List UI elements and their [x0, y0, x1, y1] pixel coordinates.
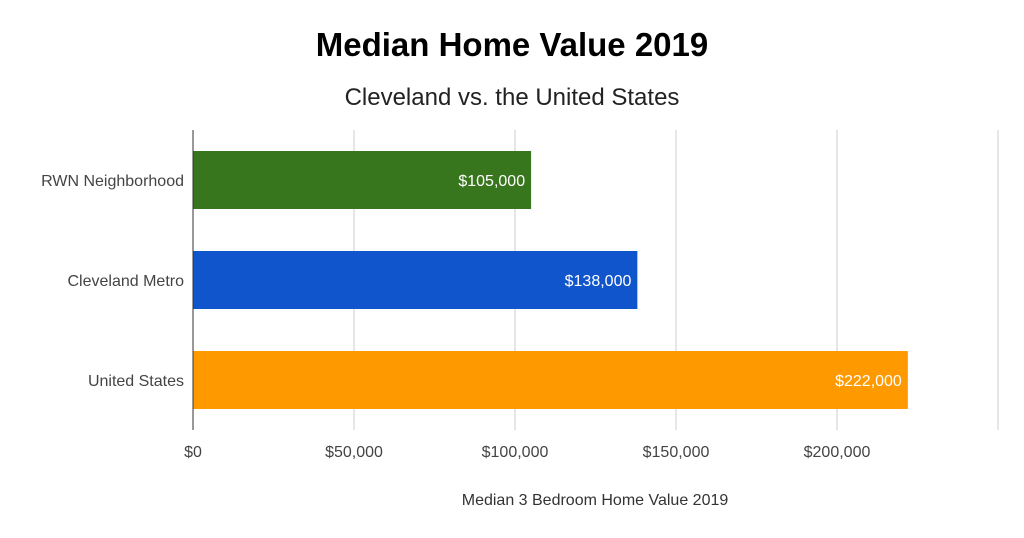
- y-axis-label: United States: [88, 373, 184, 390]
- x-tick-label: $150,000: [643, 444, 710, 461]
- y-axis-label: Cleveland Metro: [68, 273, 185, 290]
- x-tick-label: $200,000: [804, 444, 871, 461]
- y-axis-labels: RWN Neighborhood Cleveland Metro United St…: [41, 173, 184, 390]
- x-tick-label: $0: [184, 444, 202, 461]
- x-tick-label: $100,000: [482, 444, 549, 461]
- bars: [193, 151, 908, 409]
- data-label: $222,000: [835, 373, 902, 390]
- x-tick-label: $50,000: [325, 444, 383, 461]
- x-axis-tick-labels: $0 $50,000 $100,000 $150,000 $200,000: [184, 444, 870, 461]
- data-label: $138,000: [565, 273, 632, 290]
- y-axis-label: RWN Neighborhood: [41, 173, 184, 190]
- bar-united-states: [193, 351, 908, 409]
- data-label: $105,000: [458, 173, 525, 190]
- x-axis-title: Median 3 Bedroom Home Value 2019: [462, 492, 729, 509]
